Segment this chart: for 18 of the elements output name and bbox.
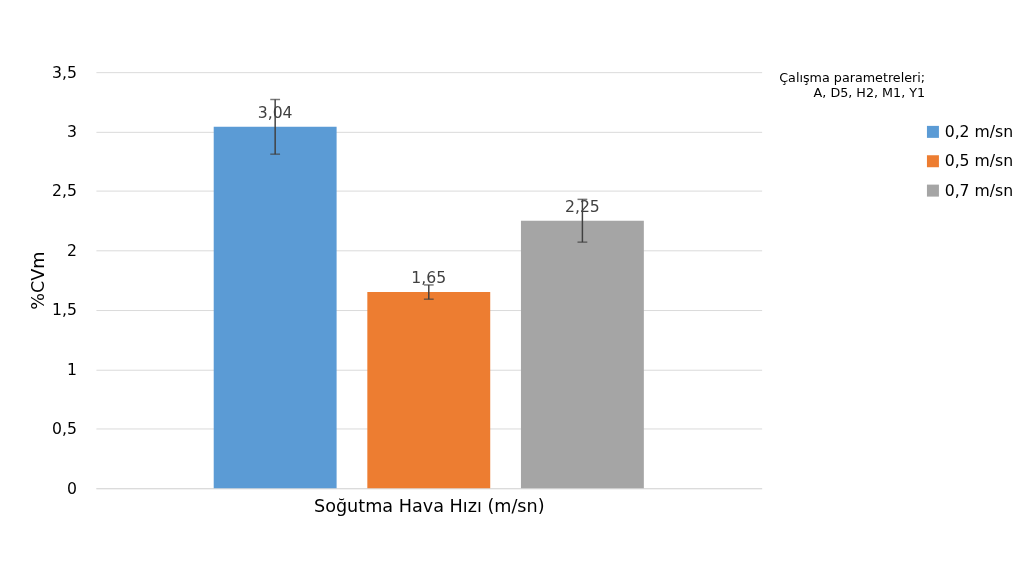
bar xyxy=(213,126,337,489)
legend-label: 0,5 m/sn xyxy=(944,151,1014,171)
legend-label: 0,7 m/sn xyxy=(944,180,1014,200)
y-tick-label: 2 xyxy=(66,240,77,260)
y-tick-label: 3,5 xyxy=(51,62,77,82)
y-tick-label: 1 xyxy=(66,359,77,379)
legend-label: 0,2 m/sn xyxy=(944,121,1014,141)
x-axis-title: Soğutma Hava Hızı (m/sn) xyxy=(313,496,545,517)
bar xyxy=(367,292,491,489)
y-tick-label: 1,5 xyxy=(51,300,77,320)
bar xyxy=(520,220,644,489)
y-tick-label: 0 xyxy=(66,478,77,498)
legend-title: Çalışma parametreleri; A, D5, H2, M1, Y1 xyxy=(779,69,926,100)
data-label: 1,65 xyxy=(411,268,447,288)
y-tick-label: 3 xyxy=(66,121,77,141)
y-tick-label: 0,5 xyxy=(51,419,77,439)
y-tick-label: 2,5 xyxy=(51,181,77,201)
y-axis-title: %CVm xyxy=(28,251,49,310)
